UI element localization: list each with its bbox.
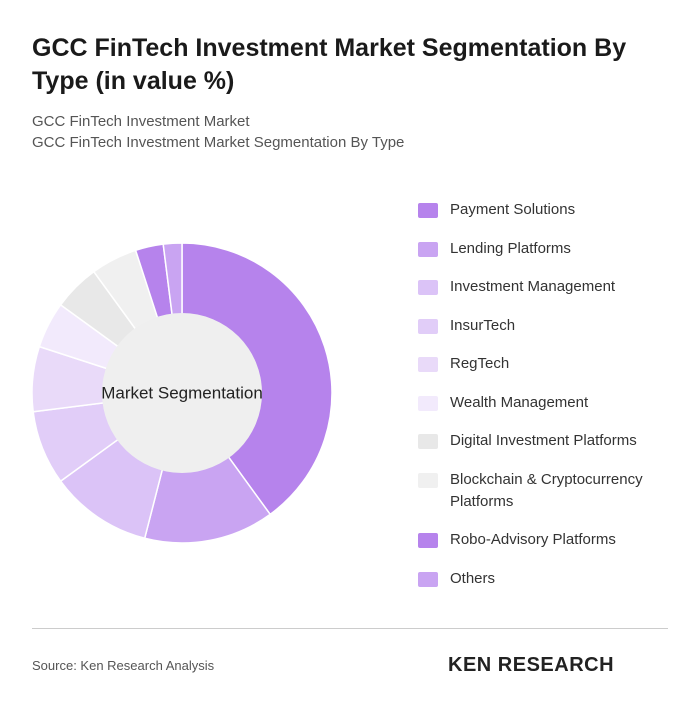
legend-label: Others xyxy=(450,569,496,587)
subtitle: GCC FinTech Investment Market xyxy=(32,113,250,130)
donut-hole xyxy=(102,313,262,473)
legend-swatch xyxy=(418,533,438,548)
legend-swatch xyxy=(418,472,438,488)
legend-item: Lending Platforms xyxy=(418,238,668,260)
legend-item: Payment Solutions xyxy=(418,199,668,221)
legend-item: Wealth Management xyxy=(418,392,668,414)
legend-item: Others xyxy=(418,568,668,590)
legend-swatch xyxy=(418,395,438,411)
legend-label: Payment Solutions xyxy=(450,201,576,218)
legend-label: InsurTech xyxy=(450,316,516,334)
legend-item: Investment Management xyxy=(418,276,668,298)
legend-label: Robo-Advisory Platforms xyxy=(450,531,616,548)
legend-label: Digital Investment Platforms xyxy=(450,432,637,449)
legend-label: Lending Platforms xyxy=(450,239,571,257)
chart-title: GCC FinTech Investment Market Segmentati… xyxy=(32,34,627,95)
center-label: Market Segmentation xyxy=(101,383,263,402)
legend-item: Blockchain & Cryptocurrency Platforms xyxy=(418,469,668,513)
legend-label: Wealth Management xyxy=(450,393,589,411)
legend-label: Blockchain & Cryptocurrency Platforms xyxy=(450,470,643,510)
legend-item: Robo-Advisory Platforms xyxy=(418,529,668,551)
legend: Payment Solutions Lending Platforms Invest… xyxy=(418,199,668,606)
source: Source: Ken Research Analysis xyxy=(32,658,215,673)
legend-label: Investment Management xyxy=(450,278,616,295)
legend-swatch xyxy=(418,280,438,295)
legend-item: InsurTech xyxy=(418,315,668,337)
legend-item: Digital Investment Platforms xyxy=(418,430,668,452)
legend-swatch xyxy=(418,318,438,334)
subtitle: GCC FinTech Investment Market Segmentati… xyxy=(32,134,405,151)
legend-swatch xyxy=(418,434,438,449)
legend-swatch xyxy=(418,241,438,257)
divider xyxy=(32,628,668,629)
legend-swatch xyxy=(418,571,438,587)
legend-swatch xyxy=(418,203,438,218)
logo: KEN RESEARCH xyxy=(448,654,615,676)
donut-chart: Market Segmentation xyxy=(31,242,333,544)
legend-item: RegTech xyxy=(418,353,668,375)
legend-swatch xyxy=(418,357,438,372)
legend-label: RegTech xyxy=(450,355,510,372)
